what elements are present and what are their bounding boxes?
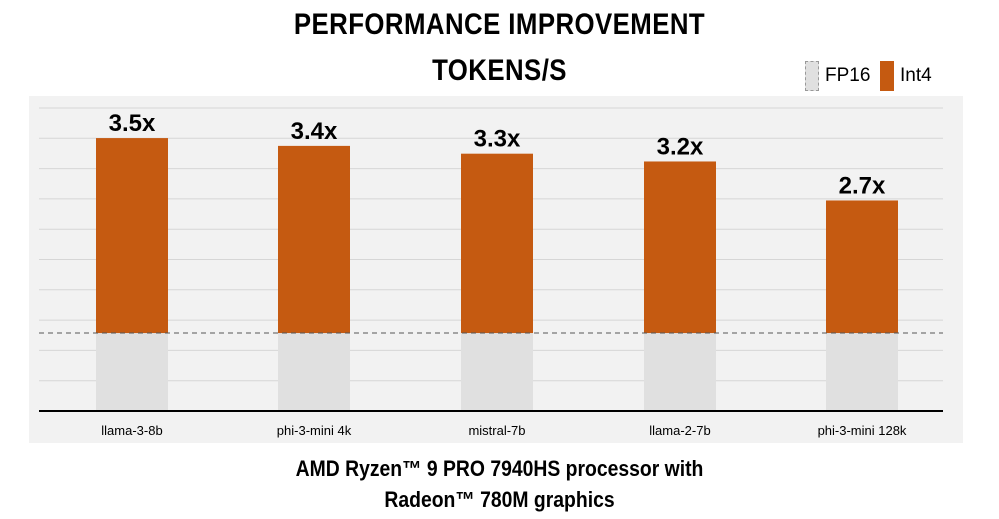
chart-title: PERFORMANCE IMPROVEMENT <box>293 8 706 41</box>
footer-line-1: AMD Ryzen™ 9 PRO 7940HS processor with <box>295 456 704 481</box>
legend-swatch-int4 <box>880 61 894 91</box>
bar-int4 <box>461 153 533 334</box>
bar-int4 <box>826 200 898 334</box>
bar-fp16 <box>461 333 533 411</box>
data-label: 2.7x <box>839 172 886 199</box>
bar-int4 <box>644 161 716 334</box>
bar-int4 <box>278 145 350 334</box>
legend-item-fp16: FP16 <box>805 60 870 92</box>
x-tick-label: phi-3-mini 4k <box>277 423 352 438</box>
bar-fp16 <box>96 333 168 411</box>
data-label: 3.3x <box>474 126 521 153</box>
legend-label-fp16: FP16 <box>825 65 871 86</box>
legend-label-int4: Int4 <box>900 65 932 86</box>
x-tick-label: llama-2-7b <box>649 423 710 438</box>
bar-fp16 <box>826 333 898 411</box>
data-label: 3.5x <box>109 110 156 137</box>
bar-fp16 <box>644 333 716 411</box>
data-label: 3.2x <box>657 133 704 160</box>
legend-swatch-fp16 <box>805 61 819 91</box>
x-tick-label: phi-3-mini 128k <box>818 423 907 438</box>
bar-fp16 <box>278 333 350 411</box>
x-tick-label: llama-3-8b <box>101 423 162 438</box>
bar-int4 <box>96 138 168 334</box>
chart-subtitle: TOKENS/S <box>432 54 567 87</box>
legend-item-int4: Int4 <box>880 60 932 92</box>
footer-line-2: Radeon™ 780M graphics <box>384 487 615 512</box>
x-tick-label: mistral-7b <box>468 423 525 438</box>
data-label: 3.4x <box>291 118 338 145</box>
